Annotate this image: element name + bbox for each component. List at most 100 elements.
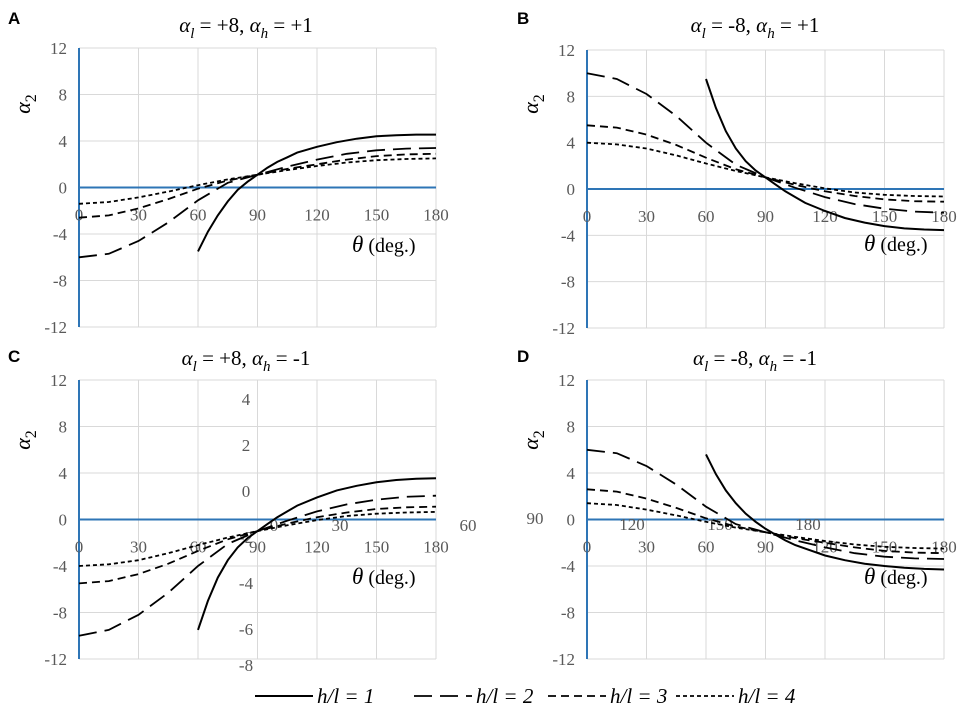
y-label-subscript: 2 <box>531 430 548 438</box>
y-tick-label: -12 <box>552 650 575 669</box>
y-tick-label: 4 <box>567 134 576 153</box>
chart-title: αl = -8, αh = -1 <box>693 346 817 375</box>
y-tick-label: 0 <box>59 511 68 530</box>
series-line-hl-4 <box>78 157 437 205</box>
x-label-unit: (deg.) <box>363 235 415 257</box>
legend-label: h/l = 2 <box>476 684 534 708</box>
x-tick-label: 150 <box>872 207 898 226</box>
y-tick-label: 12 <box>50 371 67 390</box>
title-part: α <box>759 346 771 370</box>
x-tick-label: 30 <box>130 538 147 557</box>
y-tick-label: 12 <box>50 39 67 58</box>
y-tick-label: -8 <box>561 273 575 292</box>
overlay-tick-label: 4 <box>242 390 251 409</box>
overlay-tick-label: -6 <box>239 620 253 639</box>
title-part: = -8, <box>708 346 758 370</box>
x-tick-label: 0 <box>75 538 84 557</box>
series-line-hl-1 <box>197 133 436 252</box>
x-label-symbol: θ <box>352 564 363 589</box>
y-label-symbol: α <box>518 438 543 450</box>
overlay-tick-label: 30 <box>332 516 349 535</box>
y-tick-label: -4 <box>53 557 68 576</box>
series-line-hl-1 <box>705 453 945 571</box>
panel-label: C <box>8 347 20 366</box>
title-part: α <box>179 13 191 37</box>
x-tick-label: 120 <box>304 538 330 557</box>
y-tick-label: 4 <box>59 464 68 483</box>
panel-label: D <box>517 347 529 366</box>
x-tick-label: 0 <box>583 538 592 557</box>
title-part: h <box>770 359 778 375</box>
x-axis-label: θ (deg.) <box>864 564 928 589</box>
y-tick-label: 0 <box>567 180 576 199</box>
x-label-symbol: θ <box>864 231 875 256</box>
series-line-hl-4 <box>586 502 945 550</box>
x-tick-label: 60 <box>698 207 715 226</box>
chart-title: αl = +8, αh = +1 <box>179 13 313 42</box>
x-tick-label: 180 <box>931 538 957 557</box>
x-tick-label: 30 <box>638 538 655 557</box>
series-line-hl-4 <box>78 511 437 567</box>
title-part: l <box>702 26 706 42</box>
title-part: l <box>704 359 708 375</box>
series-line-hl-4 <box>586 141 945 198</box>
title-part: = +8, <box>197 346 252 370</box>
series-line-hl-3 <box>78 152 437 219</box>
y-tick-label: 4 <box>567 464 576 483</box>
y-tick-label: -8 <box>53 272 67 291</box>
title-part: α <box>693 346 705 370</box>
y-axis-label: α2 <box>518 94 548 114</box>
series-line-hl-3 <box>586 488 945 555</box>
y-tick-label: -12 <box>552 319 575 338</box>
x-tick-label: 0 <box>583 207 592 226</box>
x-tick-label: 90 <box>757 207 774 226</box>
y-tick-label: 0 <box>59 179 68 198</box>
title-part: α <box>250 13 262 37</box>
x-tick-label: 60 <box>190 206 207 225</box>
x-tick-label: 120 <box>304 206 330 225</box>
y-tick-label: 0 <box>567 511 576 530</box>
title-part: α <box>691 13 703 37</box>
y-tick-label: -12 <box>44 318 67 337</box>
legend-label: h/l = 1 <box>317 684 374 708</box>
title-part: α <box>252 346 264 370</box>
title-part: α <box>756 13 768 37</box>
x-tick-label: 60 <box>190 538 207 557</box>
title-part: α <box>182 346 194 370</box>
y-tick-label: 12 <box>558 41 575 60</box>
x-tick-label: 60 <box>698 538 715 557</box>
x-tick-label: 180 <box>423 538 449 557</box>
x-label-unit: (deg.) <box>875 234 927 256</box>
legend-label: h/l = 4 <box>738 684 796 708</box>
y-axis-label: α2 <box>518 430 548 450</box>
x-label-unit: (deg.) <box>363 567 415 589</box>
y-tick-label: 4 <box>59 132 68 151</box>
series-line-hl-1 <box>705 78 945 232</box>
x-axis-label: θ (deg.) <box>352 564 416 589</box>
y-tick-label: 8 <box>567 87 576 106</box>
panel-label: A <box>8 9 20 28</box>
overlay-tick-label: 120 <box>619 515 645 534</box>
y-axis-label: α2 <box>10 94 40 114</box>
y-tick-label: -4 <box>53 225 68 244</box>
title-part: l <box>193 359 197 375</box>
title-part: = +1 <box>775 13 820 37</box>
x-axis-label: θ (deg.) <box>864 231 928 256</box>
y-tick-label: -8 <box>53 604 67 623</box>
x-tick-label: 150 <box>364 538 390 557</box>
title-part: h <box>261 26 269 42</box>
x-tick-label: 180 <box>423 206 449 225</box>
x-tick-label: 30 <box>638 207 655 226</box>
x-axis-label: θ (deg.) <box>352 232 416 257</box>
series-line-hl-1 <box>197 477 437 631</box>
overlay-tick-label: 180 <box>795 515 821 534</box>
overlay-tick-label: -8 <box>239 656 253 675</box>
title-part: h <box>263 359 271 375</box>
y-tick-label: 8 <box>59 418 68 437</box>
y-tick-label: 12 <box>558 371 575 390</box>
x-label-unit: (deg.) <box>875 567 927 589</box>
y-label-subscript: 2 <box>23 430 40 438</box>
